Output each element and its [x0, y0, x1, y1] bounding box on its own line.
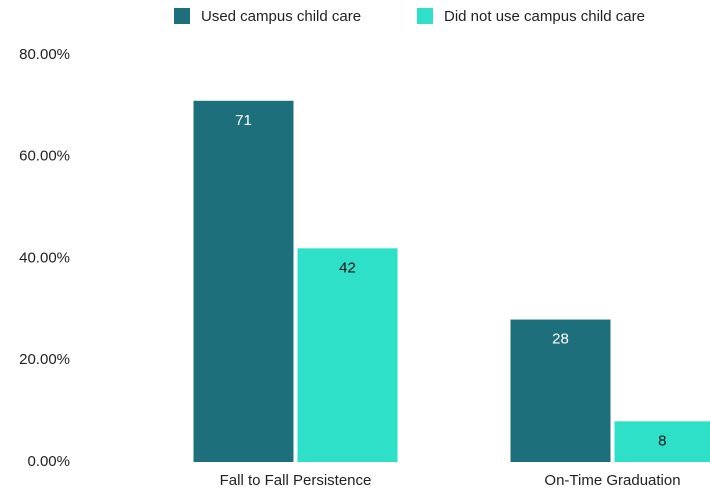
bar	[193, 100, 294, 462]
data-label: 42	[339, 259, 356, 276]
y-tick-label: 20.00%	[19, 351, 70, 368]
data-label: 71	[235, 112, 252, 129]
bar	[510, 319, 611, 462]
x-tick-label: Fall to Fall Persistence	[220, 472, 372, 489]
data-label: 8	[658, 432, 666, 449]
bar	[614, 421, 710, 462]
data-label: 28	[552, 331, 569, 348]
y-tick-label: 60.00%	[19, 148, 70, 165]
legend-label: Did not use campus child care	[444, 8, 645, 25]
legend-label: Used campus child care	[201, 8, 361, 25]
legend-swatch	[417, 8, 433, 24]
x-tick-label: On-Time Graduation	[544, 472, 680, 489]
bar	[297, 248, 398, 462]
y-tick-label: 40.00%	[19, 249, 70, 266]
legend-swatch	[174, 8, 190, 24]
y-tick-label: 80.00%	[19, 46, 70, 63]
y-tick-label: 0.00%	[27, 453, 70, 470]
